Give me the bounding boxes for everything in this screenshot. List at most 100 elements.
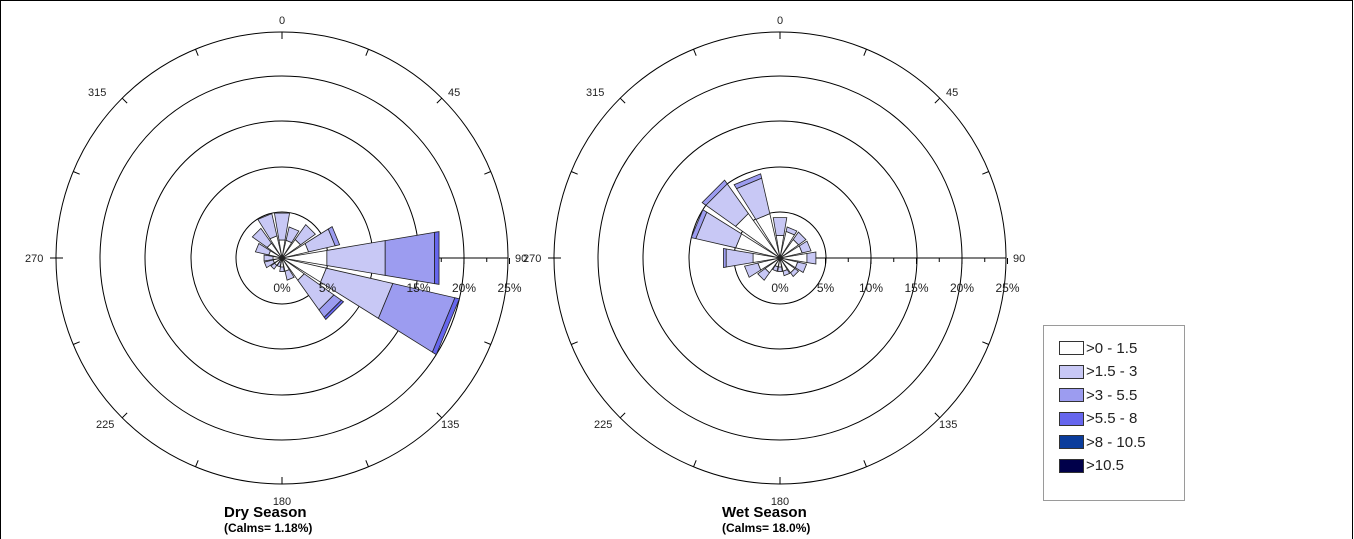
direction-label: 225 <box>594 419 612 431</box>
legend-label: >5.5 - 8 <box>1086 410 1138 427</box>
petal-segment <box>743 262 762 278</box>
legend-swatch <box>1059 341 1084 355</box>
direction-label: 135 <box>939 419 957 431</box>
radial-tick-label: 0% <box>273 281 291 295</box>
direction-tick <box>436 412 443 419</box>
direction-tick <box>982 341 989 345</box>
legend-item: >10.5 <box>1059 457 1124 475</box>
legend-swatch <box>1059 388 1084 402</box>
chart-subtitle: (Calms= 18.0%) <box>722 521 810 535</box>
petal-segment <box>276 261 282 268</box>
petal-segment <box>757 268 770 281</box>
radial-tick-label: 20% <box>950 281 974 295</box>
petal-segment <box>257 213 278 240</box>
legend-swatch <box>1059 411 1084 426</box>
direction-tick <box>934 97 941 104</box>
petal-segment <box>798 240 812 254</box>
direction-label: 0 <box>777 15 783 27</box>
petal-segment <box>790 268 800 278</box>
petal-segment <box>772 265 779 272</box>
petal-segment <box>785 226 798 236</box>
petal-segment <box>273 212 291 241</box>
direction-tick <box>121 97 128 104</box>
direction-tick <box>934 412 941 419</box>
direction-tick <box>73 341 80 345</box>
petal-segment <box>772 217 788 236</box>
direction-label: 45 <box>448 87 460 99</box>
direction-tick <box>73 171 80 175</box>
petal-segment <box>782 269 791 277</box>
petal-segment <box>254 242 271 256</box>
legend-label: >3 - 5.5 <box>1086 386 1138 404</box>
direction-tick <box>863 49 867 56</box>
direction-label: 180 <box>273 496 291 508</box>
direction-tick <box>121 412 128 419</box>
direction-label: 180 <box>771 496 789 508</box>
direction-tick <box>365 49 369 56</box>
legend-swatch <box>1059 435 1084 449</box>
radial-tick-label: 15% <box>406 281 430 295</box>
direction-label: 225 <box>96 419 114 431</box>
petal-segment <box>733 173 763 190</box>
petal-segment <box>323 299 345 321</box>
petal-segment <box>251 227 272 248</box>
petal-segment <box>725 248 754 268</box>
legend-label: >0 - 1.5 <box>1086 339 1138 357</box>
radial-tick-label: 15% <box>904 281 928 295</box>
petal-segment <box>263 254 274 262</box>
petal-segment <box>701 179 728 206</box>
legend-item: >0 - 1.5 <box>1059 339 1137 357</box>
direction-label: 315 <box>586 87 604 99</box>
direction-tick <box>693 460 697 467</box>
direction-label: 90 <box>515 253 527 265</box>
legend-item: >5.5 - 8 <box>1059 410 1137 428</box>
direction-tick <box>693 49 697 56</box>
direction-label: 0 <box>279 15 285 27</box>
legend-item: >8 - 10.5 <box>1059 433 1146 451</box>
petal-segment <box>270 262 278 270</box>
direction-label: 45 <box>946 87 958 99</box>
petal-segment <box>806 251 817 265</box>
direction-label: 135 <box>441 419 459 431</box>
radial-tick-label: 25% <box>995 281 1019 295</box>
direction-tick <box>571 341 578 345</box>
legend-swatch <box>1059 458 1084 473</box>
radial-tick-label: 5% <box>319 281 337 295</box>
radial-tick-label: 5% <box>817 281 835 295</box>
petal-segment <box>777 266 783 272</box>
petal-segment <box>690 209 708 240</box>
direction-tick <box>365 460 369 467</box>
direction-tick <box>195 460 199 467</box>
legend-label: >8 - 10.5 <box>1086 433 1146 451</box>
petal-segment <box>723 248 727 268</box>
chart-title: Dry Season <box>224 504 307 521</box>
direction-tick <box>863 460 867 467</box>
radial-tick-label: 10% <box>859 281 883 295</box>
direction-tick <box>484 341 491 345</box>
petal-segment <box>434 231 440 285</box>
direction-label: 270 <box>523 253 541 265</box>
petal-segment <box>294 224 316 246</box>
legend-item: >1.5 - 3 <box>1059 363 1137 381</box>
petal-segment <box>284 269 295 281</box>
petal-segment <box>794 261 808 274</box>
legend-label: >10.5 <box>1086 457 1124 474</box>
direction-label: 315 <box>88 87 106 99</box>
petal-segment <box>279 266 285 272</box>
legend: >0 - 1.5 >1.5 - 3 >3 - 5.5 >5.5 - 8 >8 - 10.… <box>1043 325 1185 501</box>
chart-subtitle: (Calms= 1.18%) <box>224 521 312 535</box>
chart-title: Wet Season <box>722 504 807 521</box>
radial-tick-label: 25% <box>497 281 521 295</box>
direction-label: 270 <box>25 253 43 265</box>
petal-segment <box>285 226 300 244</box>
radial-tick-label: 20% <box>452 281 476 295</box>
direction-tick <box>195 49 199 56</box>
direction-tick <box>436 97 443 104</box>
petal-segment <box>431 297 460 356</box>
petal-segment <box>792 231 807 246</box>
petal-segment <box>263 259 275 269</box>
radial-tick-label: 0% <box>771 281 789 295</box>
petal-segment <box>384 231 435 285</box>
